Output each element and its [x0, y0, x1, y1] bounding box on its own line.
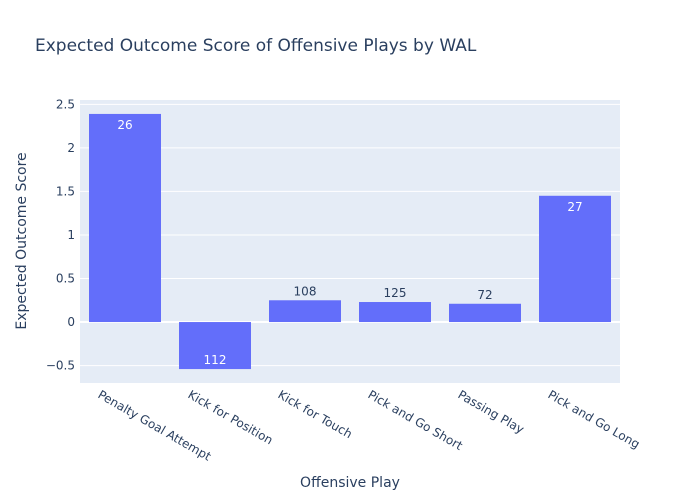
bar	[449, 303, 521, 323]
x-tick-label: Pick and Go Short	[366, 387, 466, 453]
y-tick-label: −0.5	[46, 359, 75, 373]
bars: 26 112 108 125 72 27	[89, 113, 611, 370]
y-tick-label: 0.5	[56, 272, 75, 286]
y-axis-title: Expected Outcome Score	[14, 152, 30, 329]
bar	[359, 302, 431, 323]
bar	[539, 195, 611, 323]
bar-data-label: 125	[384, 286, 407, 300]
y-tick-label: 2	[67, 141, 75, 155]
x-tick-label: Kick for Touch	[276, 387, 355, 441]
y-axis-ticks: −0.5 0 0.5 1 1.5 2 2.5	[46, 97, 75, 372]
bar-data-label: 108	[294, 284, 317, 298]
x-axis-title: Offensive Play	[300, 475, 400, 491]
x-tick-label: Pick and Go Long	[546, 387, 643, 451]
chart-title: Expected Outcome Score of Offensive Play…	[35, 36, 477, 56]
grid-lines	[80, 103, 620, 367]
x-tick-label: Passing Play	[456, 387, 527, 436]
y-tick-label: 1.5	[56, 184, 75, 198]
bar	[89, 113, 161, 323]
bar	[179, 322, 251, 370]
bar-data-label: 27	[567, 200, 582, 214]
y-tick-label: 0	[67, 315, 75, 329]
plot-area	[80, 100, 620, 383]
bar-data-label: 26	[117, 118, 132, 132]
bar-data-label: 72	[477, 288, 492, 302]
bar	[269, 300, 341, 323]
x-tick-label: Kick for Position	[186, 387, 276, 447]
y-tick-label: 2.5	[56, 97, 75, 111]
y-tick-label: 1	[67, 228, 75, 242]
bar-data-label: 112	[204, 353, 227, 367]
